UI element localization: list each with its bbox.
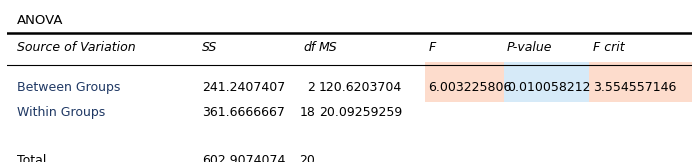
Bar xyxy=(503,62,593,102)
Bar xyxy=(425,62,507,102)
Text: 20.09259259: 20.09259259 xyxy=(319,106,402,119)
Text: ANOVA: ANOVA xyxy=(17,14,64,27)
Text: Within Groups: Within Groups xyxy=(17,106,106,119)
Text: 361.6666667: 361.6666667 xyxy=(202,106,285,119)
Text: 602.9074074: 602.9074074 xyxy=(202,154,286,162)
Text: 18: 18 xyxy=(299,106,315,119)
Text: df: df xyxy=(303,41,315,54)
Text: P-value: P-value xyxy=(507,41,552,54)
Text: 2: 2 xyxy=(308,81,315,94)
Text: 0.010058212: 0.010058212 xyxy=(507,81,591,94)
Text: MS: MS xyxy=(319,41,338,54)
Text: Total: Total xyxy=(17,154,47,162)
Bar xyxy=(589,62,692,102)
Text: Between Groups: Between Groups xyxy=(17,81,121,94)
Text: Source of Variation: Source of Variation xyxy=(17,41,136,54)
Text: 241.2407407: 241.2407407 xyxy=(202,81,285,94)
Text: 3.554557146: 3.554557146 xyxy=(593,81,676,94)
Text: 120.6203704: 120.6203704 xyxy=(319,81,402,94)
Text: F crit: F crit xyxy=(593,41,624,54)
Text: SS: SS xyxy=(202,41,217,54)
Text: 20: 20 xyxy=(299,154,315,162)
Text: F: F xyxy=(428,41,435,54)
Text: 6.003225806: 6.003225806 xyxy=(428,81,512,94)
